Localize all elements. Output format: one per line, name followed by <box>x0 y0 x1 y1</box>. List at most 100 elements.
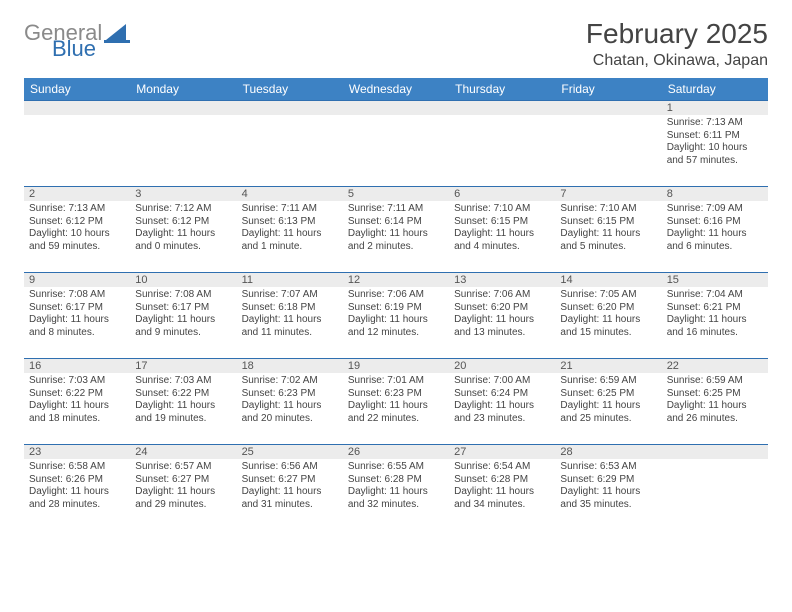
day-cell: 21Sunrise: 6:59 AMSunset: 6:25 PMDayligh… <box>555 359 661 445</box>
day-body: Sunrise: 7:04 AMSunset: 6:21 PMDaylight:… <box>662 287 768 343</box>
day-body: Sunrise: 7:08 AMSunset: 6:17 PMDaylight:… <box>130 287 236 343</box>
day-number: 28 <box>555 445 661 459</box>
day-cell: 15Sunrise: 7:04 AMSunset: 6:21 PMDayligh… <box>662 273 768 359</box>
day-body: Sunrise: 6:58 AMSunset: 6:26 PMDaylight:… <box>24 459 130 515</box>
day-body: Sunrise: 7:01 AMSunset: 6:23 PMDaylight:… <box>343 373 449 429</box>
day-number: 11 <box>237 273 343 287</box>
day-number: 4 <box>237 187 343 201</box>
day-cell: 16Sunrise: 7:03 AMSunset: 6:22 PMDayligh… <box>24 359 130 445</box>
day-number: 8 <box>662 187 768 201</box>
day-cell: 2Sunrise: 7:13 AMSunset: 6:12 PMDaylight… <box>24 187 130 273</box>
day-body: Sunrise: 6:57 AMSunset: 6:27 PMDaylight:… <box>130 459 236 515</box>
location: Chatan, Okinawa, Japan <box>586 52 768 70</box>
day-body: Sunrise: 7:03 AMSunset: 6:22 PMDaylight:… <box>130 373 236 429</box>
day-cell: 3Sunrise: 7:12 AMSunset: 6:12 PMDaylight… <box>130 187 236 273</box>
title-block: February 2025 Chatan, Okinawa, Japan <box>586 18 768 70</box>
day-number: 15 <box>662 273 768 287</box>
day-body: Sunrise: 7:07 AMSunset: 6:18 PMDaylight:… <box>237 287 343 343</box>
day-number: 24 <box>130 445 236 459</box>
day-number: 10 <box>130 273 236 287</box>
day-number: 1 <box>662 101 768 115</box>
empty-cell <box>130 101 236 187</box>
day-cell: 12Sunrise: 7:06 AMSunset: 6:19 PMDayligh… <box>343 273 449 359</box>
day-cell: 4Sunrise: 7:11 AMSunset: 6:13 PMDaylight… <box>237 187 343 273</box>
day-cell: 1Sunrise: 7:13 AMSunset: 6:11 PMDaylight… <box>662 101 768 187</box>
weekday-header: Monday <box>130 78 236 101</box>
weekday-header: Thursday <box>449 78 555 101</box>
day-number: 6 <box>449 187 555 201</box>
day-cell: 5Sunrise: 7:11 AMSunset: 6:14 PMDaylight… <box>343 187 449 273</box>
day-cell: 6Sunrise: 7:10 AMSunset: 6:15 PMDaylight… <box>449 187 555 273</box>
empty-cell <box>237 101 343 187</box>
day-number: 19 <box>343 359 449 373</box>
empty-cell <box>662 445 768 531</box>
day-number: 25 <box>237 445 343 459</box>
logo: General Blue <box>24 18 130 60</box>
day-cell: 20Sunrise: 7:00 AMSunset: 6:24 PMDayligh… <box>449 359 555 445</box>
day-number: 22 <box>662 359 768 373</box>
day-number: 18 <box>237 359 343 373</box>
day-cell: 25Sunrise: 6:56 AMSunset: 6:27 PMDayligh… <box>237 445 343 531</box>
day-body: Sunrise: 6:59 AMSunset: 6:25 PMDaylight:… <box>555 373 661 429</box>
day-body: Sunrise: 7:06 AMSunset: 6:19 PMDaylight:… <box>343 287 449 343</box>
day-number: 16 <box>24 359 130 373</box>
day-number: 12 <box>343 273 449 287</box>
day-cell: 24Sunrise: 6:57 AMSunset: 6:27 PMDayligh… <box>130 445 236 531</box>
empty-cell <box>24 101 130 187</box>
day-number: 5 <box>343 187 449 201</box>
day-number: 9 <box>24 273 130 287</box>
day-cell: 14Sunrise: 7:05 AMSunset: 6:20 PMDayligh… <box>555 273 661 359</box>
calendar-head: SundayMondayTuesdayWednesdayThursdayFrid… <box>24 78 768 101</box>
day-cell: 18Sunrise: 7:02 AMSunset: 6:23 PMDayligh… <box>237 359 343 445</box>
day-cell: 19Sunrise: 7:01 AMSunset: 6:23 PMDayligh… <box>343 359 449 445</box>
empty-cell <box>449 101 555 187</box>
logo-text-blue: Blue <box>52 38 102 60</box>
weekday-header: Wednesday <box>343 78 449 101</box>
day-number: 23 <box>24 445 130 459</box>
day-number: 7 <box>555 187 661 201</box>
day-cell: 13Sunrise: 7:06 AMSunset: 6:20 PMDayligh… <box>449 273 555 359</box>
day-body: Sunrise: 6:56 AMSunset: 6:27 PMDaylight:… <box>237 459 343 515</box>
day-number: 17 <box>130 359 236 373</box>
day-number: 26 <box>343 445 449 459</box>
day-number: 13 <box>449 273 555 287</box>
day-body: Sunrise: 7:08 AMSunset: 6:17 PMDaylight:… <box>24 287 130 343</box>
day-number: 27 <box>449 445 555 459</box>
day-body: Sunrise: 7:10 AMSunset: 6:15 PMDaylight:… <box>449 201 555 257</box>
day-body: Sunrise: 6:55 AMSunset: 6:28 PMDaylight:… <box>343 459 449 515</box>
day-cell: 22Sunrise: 6:59 AMSunset: 6:25 PMDayligh… <box>662 359 768 445</box>
day-body: Sunrise: 7:05 AMSunset: 6:20 PMDaylight:… <box>555 287 661 343</box>
empty-cell <box>343 101 449 187</box>
day-cell: 27Sunrise: 6:54 AMSunset: 6:28 PMDayligh… <box>449 445 555 531</box>
day-number: 3 <box>130 187 236 201</box>
day-cell: 7Sunrise: 7:10 AMSunset: 6:15 PMDaylight… <box>555 187 661 273</box>
day-cell: 10Sunrise: 7:08 AMSunset: 6:17 PMDayligh… <box>130 273 236 359</box>
day-cell: 17Sunrise: 7:03 AMSunset: 6:22 PMDayligh… <box>130 359 236 445</box>
day-body: Sunrise: 6:59 AMSunset: 6:25 PMDaylight:… <box>662 373 768 429</box>
day-body: Sunrise: 7:13 AMSunset: 6:12 PMDaylight:… <box>24 201 130 257</box>
day-body: Sunrise: 7:11 AMSunset: 6:14 PMDaylight:… <box>343 201 449 257</box>
weekday-header: Saturday <box>662 78 768 101</box>
day-number: 20 <box>449 359 555 373</box>
day-body: Sunrise: 6:54 AMSunset: 6:28 PMDaylight:… <box>449 459 555 515</box>
calendar-body: 1Sunrise: 7:13 AMSunset: 6:11 PMDaylight… <box>24 101 768 531</box>
day-body: Sunrise: 6:53 AMSunset: 6:29 PMDaylight:… <box>555 459 661 515</box>
month-title: February 2025 <box>586 18 768 50</box>
day-body: Sunrise: 7:02 AMSunset: 6:23 PMDaylight:… <box>237 373 343 429</box>
day-cell: 9Sunrise: 7:08 AMSunset: 6:17 PMDaylight… <box>24 273 130 359</box>
day-cell: 23Sunrise: 6:58 AMSunset: 6:26 PMDayligh… <box>24 445 130 531</box>
day-cell: 8Sunrise: 7:09 AMSunset: 6:16 PMDaylight… <box>662 187 768 273</box>
day-body: Sunrise: 7:06 AMSunset: 6:20 PMDaylight:… <box>449 287 555 343</box>
day-body: Sunrise: 7:13 AMSunset: 6:11 PMDaylight:… <box>662 115 768 171</box>
day-cell: 28Sunrise: 6:53 AMSunset: 6:29 PMDayligh… <box>555 445 661 531</box>
day-body: Sunrise: 7:00 AMSunset: 6:24 PMDaylight:… <box>449 373 555 429</box>
day-cell: 11Sunrise: 7:07 AMSunset: 6:18 PMDayligh… <box>237 273 343 359</box>
day-number: 21 <box>555 359 661 373</box>
day-number: 14 <box>555 273 661 287</box>
calendar-table: SundayMondayTuesdayWednesdayThursdayFrid… <box>24 78 768 531</box>
day-body: Sunrise: 7:03 AMSunset: 6:22 PMDaylight:… <box>24 373 130 429</box>
day-body: Sunrise: 7:10 AMSunset: 6:15 PMDaylight:… <box>555 201 661 257</box>
weekday-header: Friday <box>555 78 661 101</box>
weekday-header: Sunday <box>24 78 130 101</box>
day-cell: 26Sunrise: 6:55 AMSunset: 6:28 PMDayligh… <box>343 445 449 531</box>
